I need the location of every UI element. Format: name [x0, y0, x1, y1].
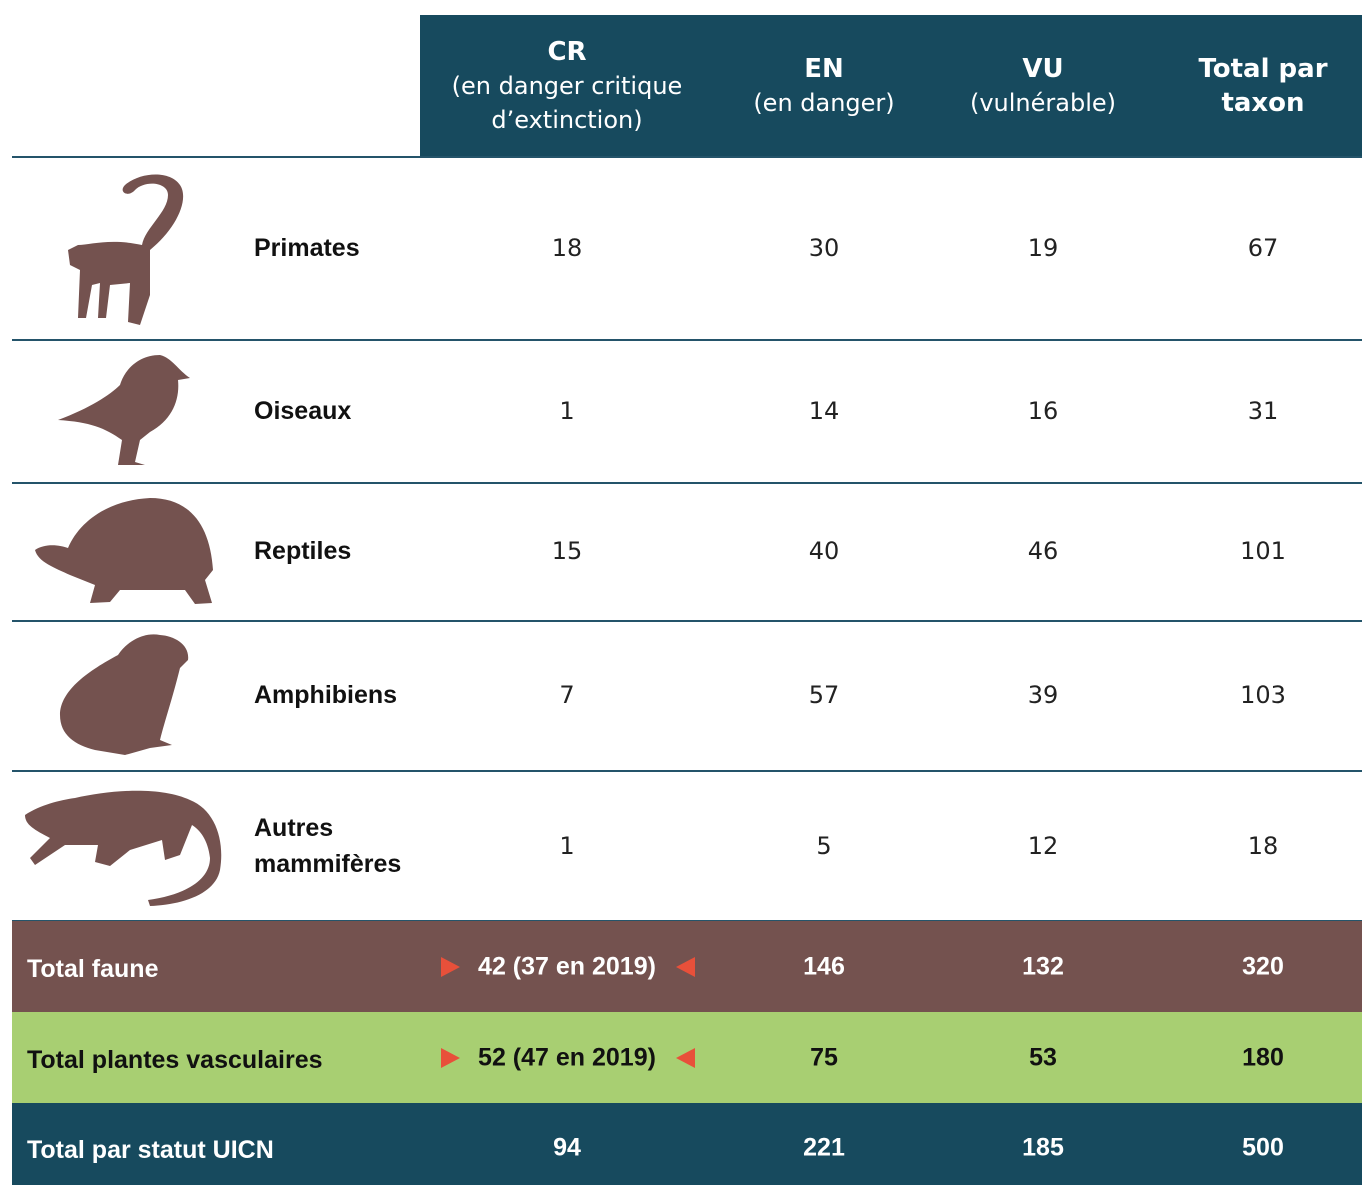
column-header: Total par taxon [1183, 52, 1343, 120]
row-divider [12, 770, 1362, 772]
row-label: Oiseaux [254, 397, 352, 425]
header-desc: (vulnérable) [969, 89, 1117, 117]
cell-value: 14 [808, 397, 840, 425]
row-divider [12, 339, 1362, 341]
cell-value: 31 [1247, 397, 1279, 425]
cell-value: 19 [1027, 234, 1059, 262]
total-value: 42 (37 en 2019) [478, 952, 656, 981]
header-code: VU [1022, 54, 1064, 84]
cell-value: 12 [1027, 832, 1059, 860]
cell-value: 7 [559, 681, 575, 709]
row-divider [12, 482, 1362, 484]
column-header: VU (vulnérable) [923, 52, 1163, 120]
cell-value: 1 [559, 397, 575, 425]
cell-value: 103 [1240, 681, 1286, 709]
marker-left [676, 1048, 695, 1068]
total-value: 180 [1242, 1043, 1284, 1072]
header-code: CR [547, 37, 587, 67]
cell-value: 15 [551, 537, 583, 565]
total-value: 221 [803, 1133, 845, 1162]
column-header: EN (en danger) [704, 52, 944, 120]
header-desc: (en danger) [753, 89, 895, 117]
column-header: CR (en danger critique d’extinction) [447, 35, 687, 137]
header-band [420, 15, 1362, 157]
row-label: Amphibiens [254, 681, 398, 709]
row-label: Primates [254, 234, 360, 262]
cell-value: 30 [808, 234, 840, 262]
header-desc: (en danger critique d’extinction) [451, 72, 683, 134]
total-band [12, 1103, 1362, 1185]
cell-value: 101 [1240, 537, 1286, 565]
total-value: 185 [1022, 1133, 1064, 1162]
header-code: EN [804, 54, 844, 84]
cell-value: 16 [1027, 397, 1059, 425]
total-value: 132 [1022, 952, 1064, 981]
cell-value: 39 [1027, 681, 1059, 709]
cell-value: 18 [551, 234, 583, 262]
header-code: Total par taxon [1198, 54, 1328, 118]
marker-left [676, 957, 695, 977]
cell-value: 57 [808, 681, 840, 709]
cell-value: 18 [1247, 832, 1279, 860]
total-value: 500 [1242, 1133, 1284, 1162]
total-value: 53 [1029, 1043, 1057, 1072]
row-divider [12, 156, 1362, 158]
row-divider [12, 620, 1362, 622]
marker-right [441, 957, 460, 977]
total-label: Total par statut UICN [27, 1136, 274, 1164]
total-value: 94 [553, 1133, 581, 1162]
cell-value: 46 [1027, 537, 1059, 565]
total-label: Total plantes vasculaires [27, 1046, 323, 1074]
row-label: Reptiles [254, 537, 352, 565]
total-label: Total faune [27, 955, 159, 983]
cell-value: 5 [816, 832, 832, 860]
total-value: 320 [1242, 952, 1284, 981]
marker-right [441, 1048, 460, 1068]
taxon-icons [25, 174, 222, 906]
total-value: 52 (47 en 2019) [478, 1043, 656, 1072]
cell-value: 1 [559, 832, 575, 860]
total-value: 75 [810, 1043, 838, 1072]
cell-value: 40 [808, 537, 840, 565]
total-value: 146 [803, 952, 845, 981]
row-label: Autres mammifères [254, 814, 402, 878]
cell-value: 67 [1247, 234, 1279, 262]
